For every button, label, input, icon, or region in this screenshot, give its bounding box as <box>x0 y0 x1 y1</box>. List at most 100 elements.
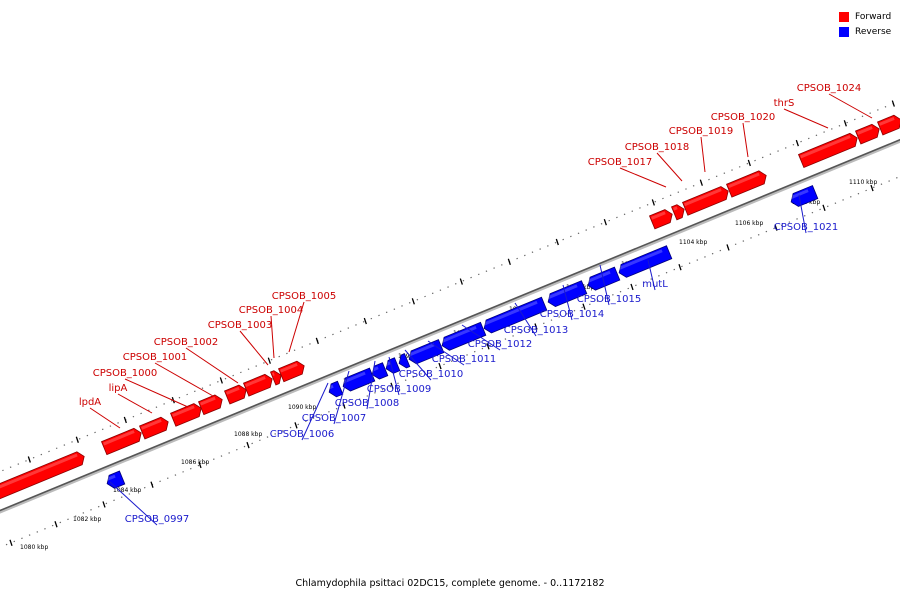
forward-gene-arrow <box>649 209 673 230</box>
scale-tick-mark <box>699 179 703 186</box>
label-leader-line <box>288 301 305 353</box>
reverse-gene-label: CPSOB_1010 <box>399 369 464 380</box>
gene-arrow-highlight <box>245 376 266 387</box>
reverse-gene-label: CPSOB_1013 <box>504 325 569 336</box>
gene-arrow-body <box>278 360 305 383</box>
forward-gene-label: CPSOB_1018 <box>625 142 690 153</box>
reverse-gene-arrow <box>546 280 588 308</box>
scale-tick-mark <box>891 100 895 107</box>
forward-gene-arrow <box>101 427 142 456</box>
scale-tick-mark <box>390 382 394 390</box>
tick-label: 1104 kbp <box>679 239 707 246</box>
forward-gene-label: CPSOB_1000 <box>93 368 158 379</box>
scale-tick-mark <box>123 416 127 424</box>
scale-tick-mark <box>219 377 223 384</box>
gene-arrow-highlight <box>370 366 379 372</box>
gene-arrow-highlight <box>857 126 873 135</box>
gene-arrow-body <box>547 280 588 308</box>
forward-gene-label: CPSOB_1017 <box>588 157 653 168</box>
gene-arrow-highlight <box>728 172 760 188</box>
label-leader-line <box>647 259 656 291</box>
scale-tick-mark <box>9 539 13 546</box>
forward-gene-label: CPSOB_1020 <box>711 112 776 123</box>
gene-arrow-highlight <box>684 188 722 207</box>
reverse-gene-arrow <box>789 185 819 207</box>
gene-arrow-highlight <box>105 474 116 482</box>
gene-arrow-body <box>371 362 389 380</box>
scale-tick-mark <box>774 224 778 231</box>
tick-label: 1088 kbp <box>234 431 262 438</box>
label-leader-line <box>619 167 667 188</box>
label-leader-line <box>404 349 432 381</box>
gene-arrow-body <box>483 296 548 334</box>
reverse-gene-arrow <box>384 357 401 374</box>
scale-tick-mark <box>198 461 202 469</box>
gene-arrow-highlight <box>272 372 275 376</box>
forward-gene-arrow <box>0 451 85 504</box>
gene-arrow-body <box>441 321 487 351</box>
forward-gene-label: CPSOB_1004 <box>239 305 304 316</box>
gene-arrow-highlight <box>172 405 195 418</box>
label-leader-line <box>239 330 269 366</box>
reverse-gene-label: CPSOB_1014 <box>540 309 605 320</box>
gene-arrow-body <box>618 245 673 278</box>
reverse-gene-label: CPSOB_1015 <box>577 294 642 305</box>
gene-arrow-body <box>649 209 673 230</box>
scale-tick-mark <box>630 283 634 291</box>
scale-tick-mark <box>555 238 559 246</box>
label-leader-line <box>109 481 158 526</box>
label-leader-line <box>388 356 400 396</box>
reverse-gene-arrow <box>327 380 344 398</box>
scale-dots-top <box>0 100 900 473</box>
label-leader-line <box>366 360 376 410</box>
reverse-gene-label: CPSOB_1012 <box>468 339 533 350</box>
gene-arrow-highlight <box>673 206 678 211</box>
gene-arrow-highlight <box>617 249 663 271</box>
forward-gene-label: CPSOB_1002 <box>154 337 219 348</box>
gene-arrow-body <box>855 123 880 145</box>
scale-tick-mark <box>150 481 154 488</box>
scale-tick-mark <box>54 521 58 528</box>
label-leader-line <box>461 324 501 351</box>
scale-tick-mark <box>678 263 682 271</box>
gene-arrow-highlight <box>103 430 135 446</box>
tick-label: 1082 kbp <box>73 516 101 523</box>
gene-arrow-body <box>790 185 819 207</box>
forward-gene-label: lipA <box>109 383 128 394</box>
gene-arrow-body <box>328 380 344 398</box>
tick-label: 1080 kbp <box>20 544 48 551</box>
forward-gene-arrow <box>855 123 880 145</box>
label-leader-line <box>599 264 610 306</box>
gene-arrow-highlight <box>200 396 216 406</box>
gene-arrow-body <box>682 186 729 216</box>
forward-gene-arrow <box>224 384 247 405</box>
tick-label: 1106 kbp <box>735 220 763 227</box>
forward-gene-arrow <box>682 186 729 216</box>
forward-gene-label: CPSOB_1024 <box>797 83 862 94</box>
scale-tick-mark <box>507 258 511 265</box>
reverse-gene-arrow <box>370 362 389 380</box>
scale-tick-mark <box>870 184 874 192</box>
legend-label-reverse: Reverse <box>855 26 892 37</box>
track-shadow <box>0 139 900 514</box>
tick-label: 1086 kbp <box>181 459 209 466</box>
gene-arrow-highlight <box>586 270 611 283</box>
scale-tick-mark <box>438 362 442 370</box>
label-leader-line <box>656 152 683 182</box>
forward-gene-arrow <box>278 360 305 383</box>
legend-item-forward: Forward <box>839 9 891 24</box>
tick-label: 1084 kbp <box>113 487 141 494</box>
gene-arrow-highlight <box>879 117 895 126</box>
reverse-gene-label: CPSOB_1006 <box>270 429 335 440</box>
genome-caption: Chlamydophila psittaci 02DC15, complete … <box>295 578 605 589</box>
label-leader-line <box>154 362 214 397</box>
scale-tick-mark <box>267 357 271 364</box>
scale-tick-mark <box>603 219 607 226</box>
forward-gene-arrow <box>270 370 282 386</box>
forward-gene-arrow <box>170 403 202 427</box>
gene-arrow-highlight <box>800 135 851 159</box>
label-leader-line <box>514 302 537 337</box>
gene-arrow-highlight <box>546 284 578 300</box>
